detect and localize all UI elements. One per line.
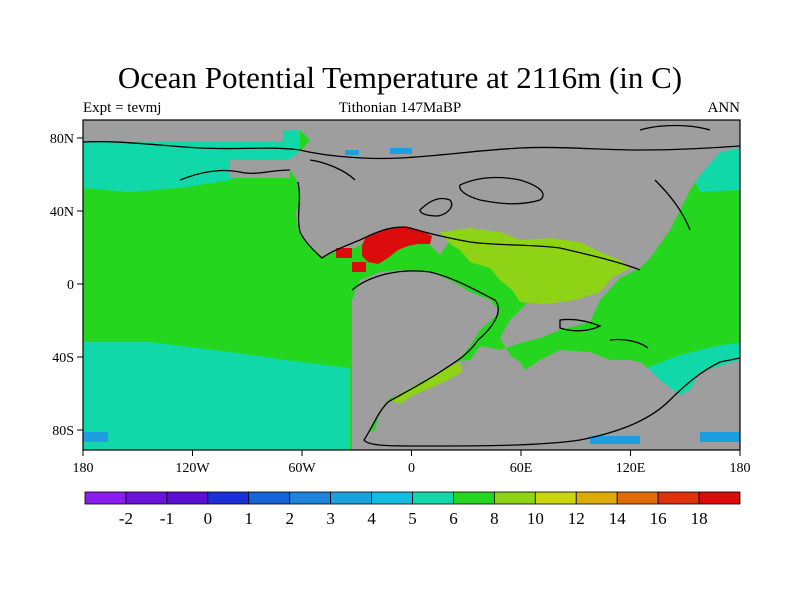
map-field <box>83 120 740 450</box>
lat-label-40n: 40N <box>50 205 74 220</box>
lon-label-60e: 60E <box>510 461 533 476</box>
lon-label-180w: 180 <box>73 461 94 476</box>
colorbar-swatch <box>616 491 659 505</box>
lon-label-180e: 180 <box>730 461 751 476</box>
ocean-teal-south-pacific <box>83 342 350 450</box>
season-label: ANN <box>707 100 741 116</box>
colorbar-label: 12 <box>568 509 585 528</box>
experiment-label: Expt = tevmj <box>83 100 162 116</box>
colorbar-swatch <box>575 491 618 505</box>
colorbar-swatch <box>657 491 700 505</box>
colorbar-label: 6 <box>449 509 458 528</box>
colorbar-label: 3 <box>326 509 335 528</box>
colorbar-swatch <box>84 491 127 505</box>
colorbar-label: 14 <box>609 509 627 528</box>
ocean-blue-arctic-b <box>390 148 412 154</box>
ocean-blue-arctic-a <box>345 150 359 155</box>
ocean-blue-south-b <box>83 432 108 442</box>
lat-label-80n: 80N <box>50 132 74 147</box>
lat-label-40s: 40S <box>52 351 74 366</box>
lon-label-0: 0 <box>408 461 415 476</box>
colorbar-label: 8 <box>490 509 499 528</box>
lon-label-120e: 120E <box>616 461 646 476</box>
land-mass <box>83 120 740 450</box>
colorbar-swatch <box>534 491 577 505</box>
lon-label-120w: 120W <box>175 461 210 476</box>
ocean-lime-sw-indian <box>390 362 462 404</box>
colorbar-label: 10 <box>527 509 544 528</box>
lat-label-80s: 80S <box>52 424 74 439</box>
lat-label-0: 0 <box>67 278 74 293</box>
colorbar-label: 0 <box>204 509 213 528</box>
colorbar-swatch <box>207 491 250 505</box>
land-gondwana <box>352 270 500 450</box>
colorbar-swatch <box>125 491 168 505</box>
colorbar-label: -1 <box>160 509 174 528</box>
ocean-blue-south-a <box>590 436 640 444</box>
ocean-teal-arctic-strip <box>230 140 300 160</box>
ocean-red-tethys <box>362 226 432 264</box>
colorbar-label: 2 <box>285 509 294 528</box>
colorbar-swatch <box>453 491 495 505</box>
colorbar-swatch <box>289 491 332 505</box>
colorbar-swatch <box>698 491 741 505</box>
ocean-red-patch-west <box>336 248 352 258</box>
colorbar-swatch <box>493 491 536 505</box>
coastlines <box>83 124 740 447</box>
period-label: Tithonian 147MaBP <box>338 100 462 116</box>
colorbar-label: 18 <box>691 509 708 528</box>
colorbar-swatch <box>248 491 291 505</box>
ocean-blue-south-c <box>700 432 740 442</box>
axis-ticks <box>77 137 741 456</box>
colorbar-swatch <box>166 491 209 505</box>
ocean-lime-tethys <box>440 228 630 304</box>
colorbar-swatch <box>412 491 454 505</box>
map-title: Ocean Potential Temperature at 2116m (in… <box>117 60 683 95</box>
ocean-red-patch-south <box>352 262 366 272</box>
lon-label-60w: 60W <box>288 461 316 476</box>
colorbar-label: 4 <box>367 509 376 528</box>
colorbar-label: 16 <box>650 509 667 528</box>
colorbar-label: 1 <box>245 509 254 528</box>
arctic-shelf <box>83 130 283 142</box>
land-patch <box>230 160 290 178</box>
colorbar-swatch <box>330 491 372 505</box>
colorbar-swatch <box>371 491 413 505</box>
colorbar: -2 -1 0 1 2 3 4 5 6 8 10 12 14 16 18 <box>84 491 741 528</box>
colorbar-label: 5 <box>408 509 417 528</box>
colorbar-label: -2 <box>119 509 133 528</box>
